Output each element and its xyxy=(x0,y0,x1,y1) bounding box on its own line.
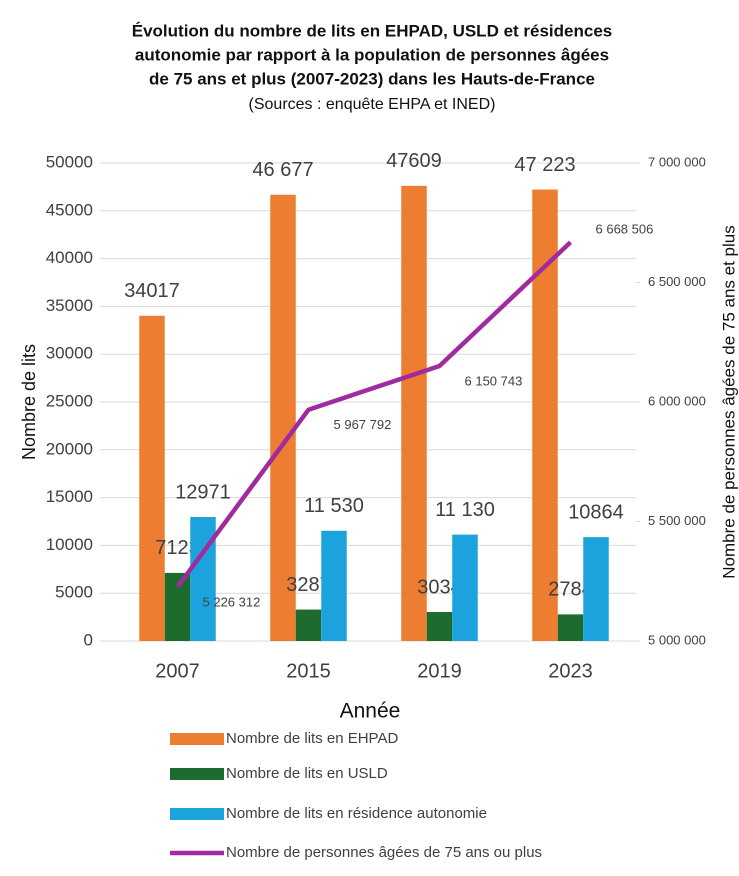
bar xyxy=(139,315,165,641)
bar xyxy=(583,537,609,641)
y-tick-label: 40000 xyxy=(46,248,93,267)
bar-value-label: 46 677 xyxy=(252,159,313,181)
x-tick-label: 2023 xyxy=(548,660,593,682)
bar xyxy=(270,194,296,641)
bar xyxy=(190,516,216,641)
y2-tick-label: 6 500 000 xyxy=(648,274,706,289)
x-tick-label: 2015 xyxy=(286,660,331,682)
y2-axis-title: Nombre de personnes âgées de 75 ans et p… xyxy=(719,225,738,578)
bar-value-label: 34017 xyxy=(124,280,180,302)
bar xyxy=(295,609,322,641)
y-tick-label: 15000 xyxy=(46,487,93,506)
y-tick-label: 10000 xyxy=(46,535,93,554)
bar xyxy=(321,530,347,641)
line-value-label: 6 150 743 xyxy=(465,373,523,388)
legend-label: Nombre de personnes âgées de 75 ans ou p… xyxy=(226,844,542,861)
legend-swatch xyxy=(170,808,224,820)
legend-swatch xyxy=(170,733,224,745)
line-value-label: 5 226 312 xyxy=(203,594,261,609)
legend-label: Nombre de lits en EHPAD xyxy=(226,730,398,747)
chart-title: autonomie par rapport à la population de… xyxy=(135,45,609,64)
y-tick-label: 30000 xyxy=(46,344,93,363)
y-tick-label: 5000 xyxy=(55,583,93,602)
y2-tick-label: 5 500 000 xyxy=(648,513,706,528)
line-value-label: 6 668 506 xyxy=(596,222,654,237)
bar-value-label: 47609 xyxy=(386,150,442,172)
y2-tick-label: 5 000 000 xyxy=(648,632,706,647)
bar-value-label: 3034 xyxy=(417,576,462,598)
bar xyxy=(426,611,453,641)
line-value-label: 5 967 792 xyxy=(334,417,392,432)
bar-value-label: 2784 xyxy=(548,579,593,601)
legend-label: Nombre de lits en résidence autonomie xyxy=(226,805,487,822)
y-tick-label: 25000 xyxy=(46,391,93,410)
bar-value-label: 11 130 xyxy=(435,499,495,521)
chart-title: Évolution du nombre de lits en EHPAD, US… xyxy=(132,21,613,40)
bar xyxy=(164,572,191,641)
x-tick-label: 2019 xyxy=(417,660,462,682)
bar xyxy=(452,534,478,641)
y-tick-label: 20000 xyxy=(46,439,93,458)
chart-subtitle: (Sources : enquête EHPA et INED) xyxy=(249,96,496,113)
x-axis-title: Année xyxy=(340,700,401,723)
y-axis-title: Nombre de lits xyxy=(19,344,39,460)
bar-value-label: 11 530 xyxy=(304,495,364,517)
y2-tick-label: 7 000 000 xyxy=(648,154,706,169)
bar xyxy=(401,185,427,641)
y-tick-label: 45000 xyxy=(46,200,93,219)
legend-swatch xyxy=(170,768,224,780)
legend-label: Nombre de lits en USLD xyxy=(226,765,388,782)
y-tick-label: 50000 xyxy=(46,152,93,171)
bar-value-label: 12971 xyxy=(175,481,231,503)
line xyxy=(175,240,573,589)
x-tick-label: 2007 xyxy=(155,660,200,682)
y2-tick-label: 6 000 000 xyxy=(648,393,706,408)
bar-value-label: 7123 xyxy=(155,537,200,559)
bar-value-label: 47 223 xyxy=(514,154,575,176)
chart-title: de 75 ans et plus (2007-2023) dans les H… xyxy=(149,69,595,88)
bar-value-label: 10864 xyxy=(568,501,624,523)
y-tick-label: 35000 xyxy=(46,296,93,315)
bar-value-label: 3287 xyxy=(286,574,331,596)
bar xyxy=(557,614,584,641)
y-tick-label: 0 xyxy=(84,630,93,649)
